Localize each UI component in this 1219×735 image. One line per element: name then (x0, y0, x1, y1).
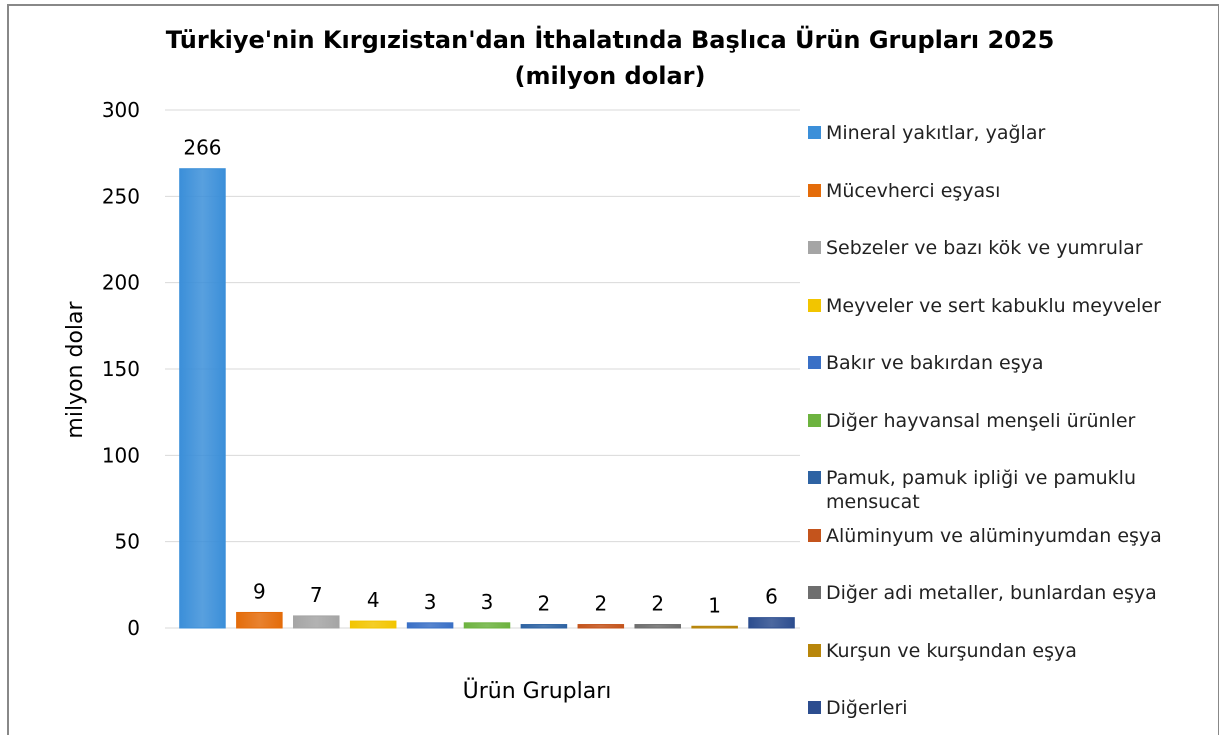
legend-label: Meyveler ve sert kabuklu meyveler (826, 294, 1161, 317)
chart-title: Türkiye'nin Kırgızistan'dan İthalatında … (166, 24, 1055, 54)
value-label: 4 (367, 588, 380, 612)
bar (748, 617, 795, 629)
legend-swatch (808, 701, 821, 714)
value-label: 266 (183, 136, 221, 160)
legend-label: Kurşun ve kurşundan eşya (826, 639, 1077, 662)
legend-item: Bakır ve bakırdan eşya (808, 351, 1203, 375)
legend-label: Sebzeler ve bazı kök ve yumrular (826, 237, 1143, 259)
legend-swatch (808, 586, 821, 599)
y-axis-title: milyon dolar (63, 300, 88, 438)
legend-label: Diğerleri (826, 697, 908, 719)
legend-swatch (808, 643, 821, 657)
legend-swatch (808, 356, 821, 369)
legend-item: Mineral yakıtlar, yağlar (808, 121, 1203, 145)
y-tick-label: 300 (102, 98, 140, 122)
bar (577, 624, 625, 629)
legend-swatch (808, 126, 821, 139)
bar (634, 624, 681, 629)
bar (520, 624, 568, 629)
legend-item: Diğer hayvansal menşeli ürünler (808, 409, 1203, 433)
y-tick-label: 50 (115, 530, 140, 554)
legend-label: Mineral yakıtlar, yağlar (826, 122, 1046, 144)
legend-item: Pamuk, pamuk ipliği ve pamuklu mensucat (808, 466, 1203, 514)
bar (236, 611, 283, 629)
bar (691, 625, 738, 629)
value-label: 2 (651, 592, 664, 616)
legend-item: Kurşun ve kurşundan eşya (808, 639, 1203, 663)
legend-swatch (808, 298, 821, 312)
bar (349, 620, 397, 629)
y-tick-label: 150 (102, 357, 140, 381)
legend-label: Diğer adi metaller, bunlardan eşya (826, 582, 1157, 604)
legend-item: Mücevherci eşyası (808, 179, 1203, 203)
bar (293, 615, 340, 629)
y-tick-label: 250 (102, 184, 140, 208)
legend-swatch (808, 471, 821, 484)
value-label: 1 (708, 593, 721, 617)
value-label: 9 (253, 579, 266, 603)
value-label: 2 (594, 592, 607, 616)
value-label: 3 (481, 590, 494, 614)
legend-label: Diğer hayvansal menşeli ürünler (826, 409, 1136, 432)
legend-label: Mücevherci eşyası (826, 179, 1001, 202)
legend-swatch (808, 241, 821, 254)
legend-item: Diğer adi metaller, bunlardan eşya (808, 581, 1203, 605)
legend-label: Pamuk, pamuk ipliği ve pamuklu mensucat (826, 467, 1137, 513)
legend-item: Sebzeler ve bazı kök ve yumrular (808, 236, 1203, 260)
value-label: 3 (424, 590, 437, 614)
bar (463, 622, 511, 629)
value-label: 2 (538, 592, 551, 616)
chart-subtitle: (milyon dolar) (515, 62, 706, 90)
legend-swatch (808, 183, 821, 197)
legend-swatch (808, 528, 821, 542)
value-label: 6 (765, 585, 778, 609)
x-axis-title: Ürün Grupları (463, 678, 612, 704)
legend-label: Alüminyum ve alüminyumdan eşya (826, 524, 1162, 547)
bar (179, 168, 226, 629)
bar (406, 622, 454, 629)
y-tick-label: 200 (102, 271, 140, 295)
y-tick-label: 100 (102, 443, 140, 467)
legend-item: Diğerleri (808, 696, 1203, 720)
legend-item: Alüminyum ve alüminyumdan eşya (808, 524, 1203, 548)
frame (7, 4, 1219, 735)
legend-item: Meyveler ve sert kabuklu meyveler (808, 294, 1203, 318)
value-label: 7 (310, 583, 323, 607)
legend-swatch (808, 413, 821, 427)
y-tick-label: 0 (127, 616, 140, 640)
legend-label: Bakır ve bakırdan eşya (826, 352, 1044, 374)
